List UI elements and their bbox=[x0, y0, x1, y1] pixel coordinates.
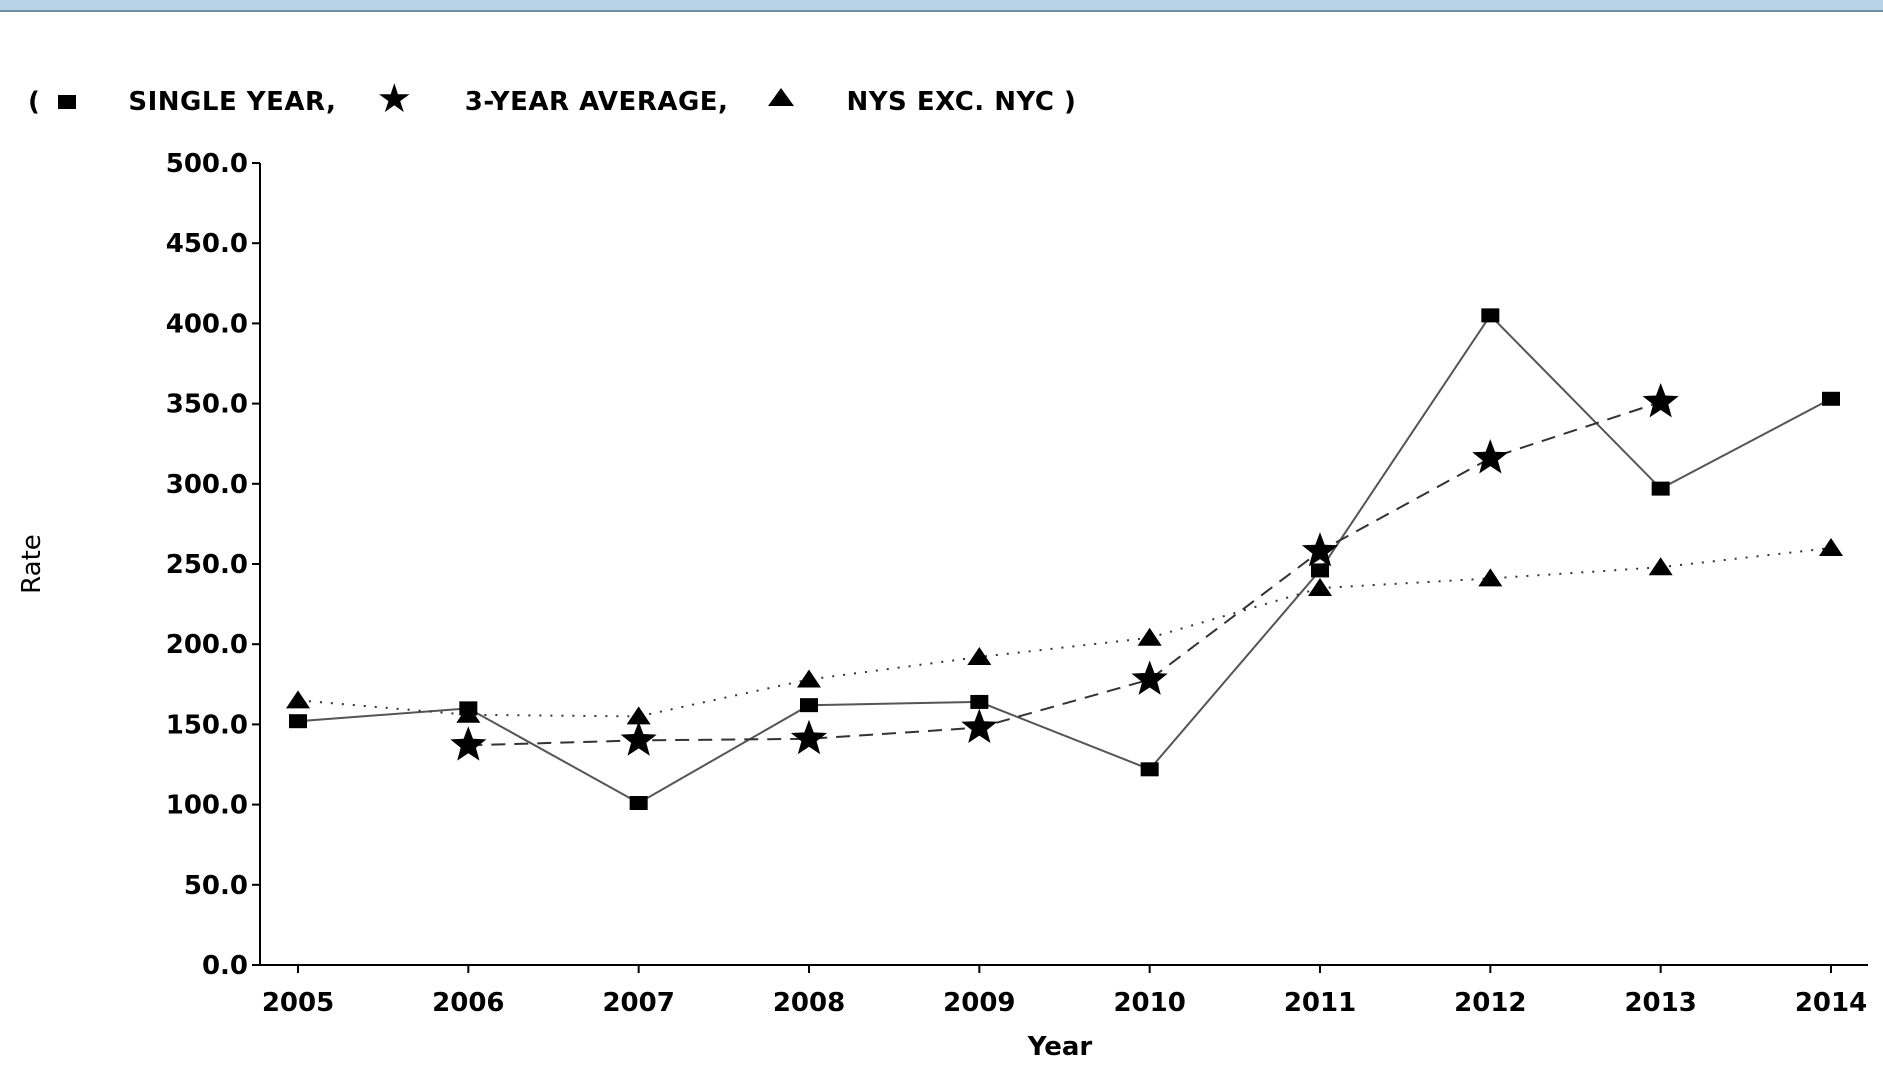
y-tick-label: 250.0 bbox=[166, 550, 248, 580]
y-tick-label: 400.0 bbox=[166, 309, 248, 339]
data-point-square bbox=[289, 714, 307, 729]
x-axis-title: Year bbox=[1027, 1032, 1093, 1062]
y-tick-label: 500.0 bbox=[166, 149, 248, 179]
data-point-triangle bbox=[1648, 557, 1673, 576]
data-point-square bbox=[1311, 563, 1329, 578]
data-point-star bbox=[1301, 532, 1339, 567]
legend-label-single-year: SINGLE YEAR, bbox=[128, 87, 337, 117]
series-3-year-average bbox=[450, 383, 1679, 761]
x-tick-label: 2014 bbox=[1795, 988, 1867, 1018]
legend-label-3-year-average: 3-YEAR AVERAGE, bbox=[464, 87, 729, 117]
data-point-star bbox=[790, 719, 828, 755]
x-tick-label: 2007 bbox=[602, 988, 674, 1018]
data-point-square bbox=[1140, 762, 1159, 777]
series-line bbox=[468, 401, 1662, 747]
y-tick-label: 300.0 bbox=[166, 470, 248, 500]
data-point-triangle bbox=[1478, 568, 1503, 587]
triangle-marker-icon bbox=[768, 88, 795, 106]
y-tick-label: 100.0 bbox=[166, 791, 248, 821]
window-top-bar bbox=[0, 0, 1883, 12]
x-tick-label: 2011 bbox=[1284, 988, 1356, 1018]
x-tick-label: 2013 bbox=[1624, 988, 1696, 1018]
y-axis-title: Rate bbox=[17, 534, 47, 594]
data-point-square bbox=[1651, 481, 1670, 496]
y-tick-label: 350.0 bbox=[166, 390, 248, 420]
x-tick-label: 2008 bbox=[773, 988, 845, 1018]
y-tick-label: 50.0 bbox=[184, 871, 248, 901]
x-tick-label: 2012 bbox=[1454, 988, 1526, 1018]
data-point-triangle bbox=[1819, 537, 1843, 556]
y-tick-label: 200.0 bbox=[166, 630, 248, 660]
data-point-square bbox=[970, 694, 989, 709]
chart-legend: ( SINGLE YEAR, ★ 3-YEAR AVERAGE, NYS EXC… bbox=[28, 76, 1116, 122]
series-line bbox=[297, 547, 1832, 718]
data-point-triangle bbox=[797, 669, 821, 688]
data-point-square bbox=[629, 795, 648, 810]
data-point-star bbox=[450, 726, 487, 761]
data-point-square bbox=[800, 698, 818, 713]
square-marker-icon bbox=[58, 95, 77, 109]
x-tick-label: 2006 bbox=[432, 988, 504, 1018]
x-tick-label: 2010 bbox=[1113, 988, 1185, 1018]
series-nys-exc-nyc bbox=[286, 537, 1843, 725]
data-point-triangle bbox=[456, 704, 481, 723]
data-point-star bbox=[1131, 660, 1168, 695]
series-line bbox=[297, 313, 1832, 805]
data-point-triangle bbox=[286, 690, 310, 709]
x-tick-label: 2009 bbox=[943, 988, 1015, 1018]
data-point-star bbox=[620, 721, 657, 756]
data-point-star bbox=[1642, 383, 1679, 418]
y-tick-label: 0.0 bbox=[202, 951, 248, 981]
data-point-triangle bbox=[1308, 578, 1332, 597]
legend-label-nys-exc-nyc: NYS EXC. NYC ) bbox=[846, 87, 1077, 117]
data-point-triangle bbox=[626, 706, 651, 725]
series-single-year bbox=[289, 308, 1840, 810]
data-point-triangle bbox=[1137, 627, 1162, 646]
chart-series bbox=[286, 308, 1843, 810]
y-tick-label: 150.0 bbox=[166, 710, 248, 740]
legend-open-paren: ( bbox=[28, 87, 41, 117]
data-point-star bbox=[961, 708, 998, 743]
star-marker-icon: ★ bbox=[376, 76, 413, 122]
y-tick-label: 450.0 bbox=[166, 229, 248, 259]
chart-axes: 0.0 50.0 100.0 150.0 200.0 250.0 300.0 350.0 400… bbox=[166, 149, 1868, 1018]
data-point-square bbox=[1481, 308, 1500, 323]
data-point-star bbox=[1472, 439, 1509, 474]
data-point-triangle bbox=[967, 647, 992, 666]
data-point-square bbox=[1822, 391, 1840, 406]
x-tick-label: 2005 bbox=[262, 988, 334, 1018]
